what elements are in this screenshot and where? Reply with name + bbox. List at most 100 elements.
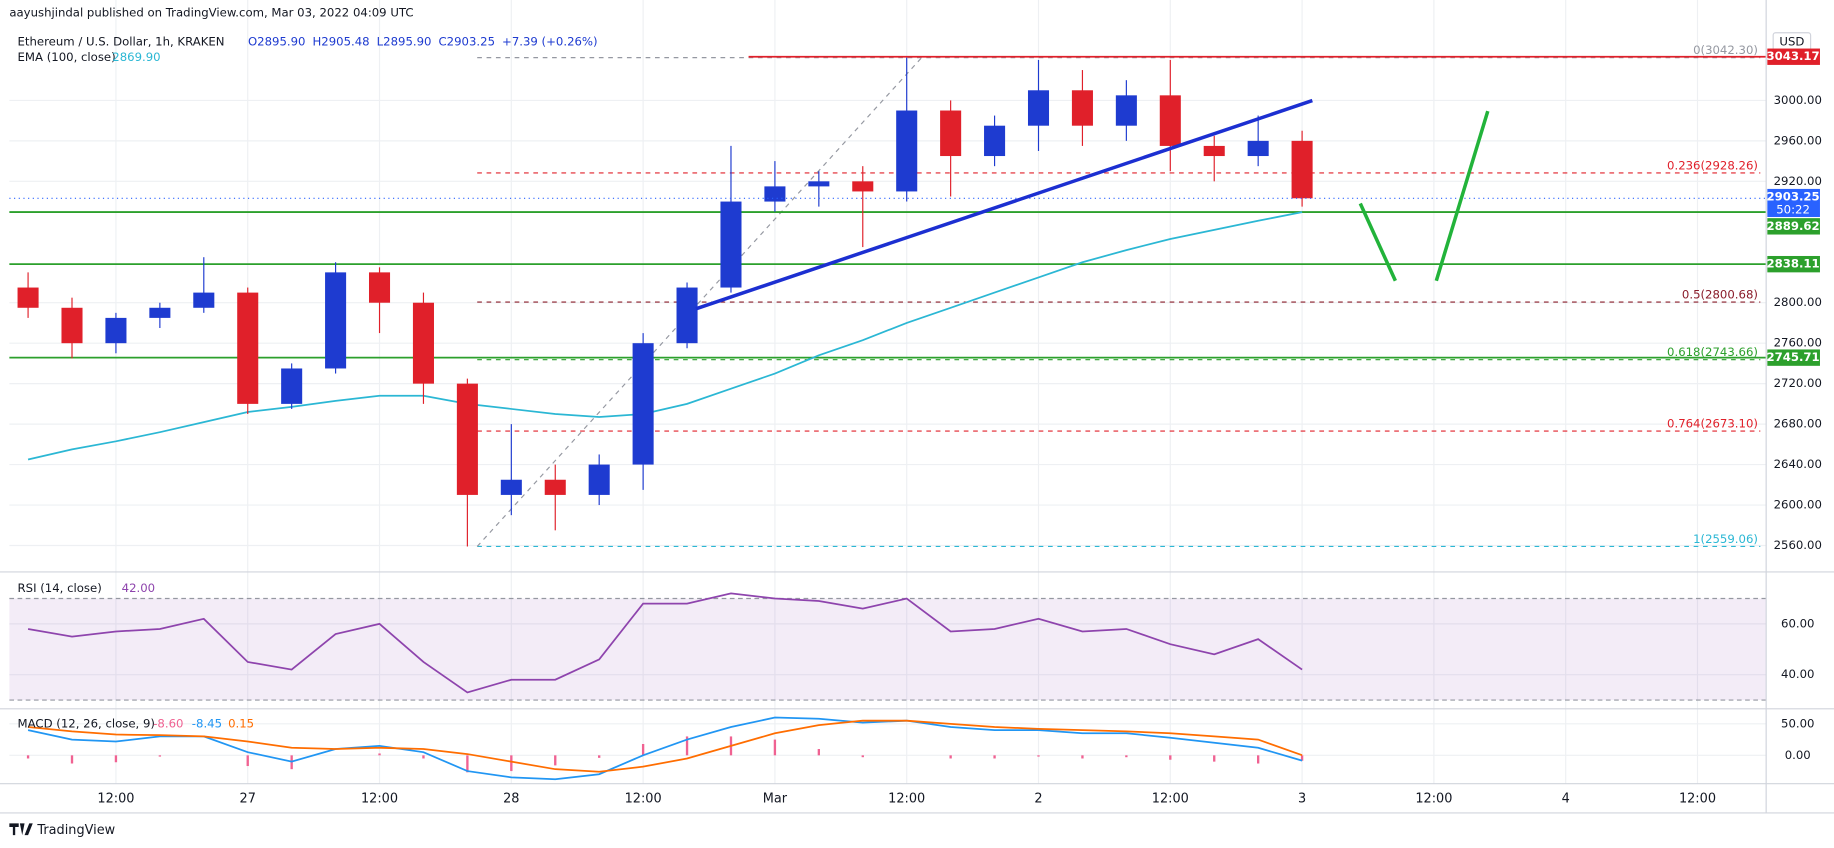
candle-body: [588, 464, 610, 495]
candle-body: [852, 181, 874, 192]
level-tag: [1767, 255, 1820, 273]
candle-body: [237, 292, 259, 404]
level-tag-label: 2889.62: [1766, 219, 1819, 233]
y-tick-label: 2640.00: [1774, 457, 1822, 471]
ohlc-legend: O2895.90 H2905.48 L2895.90 C2903.25 +7.39 (+…: [248, 35, 598, 49]
candle-body: [1027, 90, 1050, 126]
x-tick-label: 3: [1298, 791, 1306, 806]
y-tick-label: 2720.00: [1774, 376, 1822, 390]
candle-body: [1203, 145, 1225, 157]
ema-legend: EMA (100, close): [18, 50, 116, 64]
candle-body: [1159, 95, 1181, 146]
candle-body: [105, 317, 127, 344]
candle-body: [940, 110, 962, 157]
candle-body: [764, 186, 786, 202]
fib-label: 0.764(2673.10): [1667, 417, 1758, 431]
x-tick-label: 4: [1562, 791, 1570, 806]
fib-label: 1(2559.06): [1693, 532, 1758, 546]
candle-body: [1247, 140, 1269, 157]
candle-body: [325, 272, 347, 369]
x-tick-label: 2: [1034, 791, 1042, 806]
current-price-tag: [1767, 188, 1820, 217]
forecast-arrow: [1434, 110, 1490, 282]
x-tick-label: 12:00: [361, 791, 398, 806]
ohlc-value: C2903.25: [439, 35, 495, 49]
level-tag-label: 2838.11: [1766, 257, 1819, 271]
candle-body: [193, 292, 215, 308]
y-tick-label: 2920.00: [1774, 174, 1822, 188]
fib-label: 0.618(2743.66): [1667, 345, 1758, 359]
candle-body: [896, 110, 918, 192]
fib-anchor: [476, 57, 923, 547]
trend-line: [695, 98, 1313, 311]
rsi-value: 42.00: [122, 581, 155, 595]
ohlc-value: O2895.90: [248, 35, 306, 49]
y-tick-label: 2680.00: [1774, 417, 1822, 431]
y-tick-label: 40.00: [1781, 667, 1814, 681]
candle-body: [1071, 90, 1093, 126]
candle-body: [632, 343, 654, 465]
candle-body: [720, 201, 742, 288]
ema-value: 2869.90: [112, 50, 160, 64]
candle-body: [1115, 95, 1137, 126]
level-tag-label: 2745.71: [1766, 350, 1819, 364]
candle-body: [544, 479, 566, 495]
forecast-arrow: [1358, 202, 1397, 282]
footer: TradingView: [36, 823, 115, 838]
y-tick-label: 2600.00: [1774, 498, 1822, 512]
x-tick-label: 12:00: [888, 791, 925, 806]
level-tag: [1767, 218, 1820, 235]
ohlc-value: +7.39 (+0.26%): [502, 35, 598, 49]
x-tick-label: 12:00: [1415, 791, 1452, 806]
ema-line: [27, 211, 1303, 461]
signal-line: [27, 719, 1303, 773]
rsi-title: RSI (14, close): [18, 581, 102, 595]
x-tick-label: 12:00: [625, 791, 662, 806]
macd-line: [27, 716, 1303, 781]
fib-label: 0.5(2800.68): [1682, 288, 1758, 302]
candle-body: [17, 287, 39, 308]
candle-body: [412, 302, 434, 384]
macd-value: -8.45: [192, 717, 222, 731]
candle-body: [281, 368, 303, 404]
candle-body: [984, 125, 1006, 157]
x-tick-label: 12:00: [1152, 791, 1189, 806]
currency: USD: [1779, 35, 1804, 49]
level-tag: [1767, 349, 1820, 366]
candle-body: [676, 287, 698, 344]
candle-body: [368, 272, 391, 303]
countdown: 50:22: [1776, 202, 1810, 216]
x-tick-label: 28: [503, 791, 519, 806]
y-tick-label: 2960.00: [1774, 133, 1822, 147]
candle-body: [456, 383, 478, 495]
symbol: Ethereum / U.S. Dollar, 1h, KRAKEN: [18, 35, 225, 49]
y-tick-label: 2560.00: [1774, 538, 1822, 552]
rsi-line: [27, 592, 1303, 694]
x-tick-label: 12:00: [97, 791, 134, 806]
candle-body: [500, 479, 522, 495]
x-tick-label: 27: [240, 791, 256, 806]
y-tick-label: 50.00: [1781, 716, 1814, 730]
level-tag: [1767, 48, 1820, 65]
current-price-label: 2903.25: [1766, 190, 1819, 204]
y-tick-label: 60.00: [1781, 616, 1814, 630]
macd-signal-value: 0.15: [228, 717, 254, 731]
fib-label: 0.236(2928.26): [1667, 158, 1758, 172]
y-tick-label: 2800.00: [1774, 295, 1822, 309]
y-tick-label: 2760.00: [1774, 336, 1822, 350]
y-tick-label: 0.00: [1785, 748, 1811, 762]
candle-body: [61, 307, 83, 344]
candle-body: [149, 307, 171, 318]
ohlc-value: L2895.90: [377, 35, 432, 49]
y-tick-label: 3000.00: [1774, 93, 1822, 107]
publish-info: aayushjindal published on TradingView.co…: [9, 5, 413, 19]
candle-body: [808, 181, 830, 187]
x-tick-label: Mar: [763, 791, 788, 806]
x-tick-label: 12:00: [1679, 791, 1716, 806]
macd-hist-value: -8.60: [153, 717, 183, 731]
candle-body: [1291, 140, 1313, 199]
fib-label: 0(3042.30): [1693, 43, 1758, 57]
rsi-band: [9, 598, 1767, 701]
macd-title: MACD (12, 26, close, 9): [18, 717, 155, 731]
